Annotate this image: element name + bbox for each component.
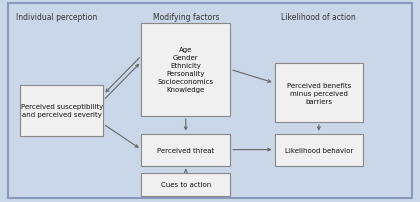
Text: Perceived benefits
minus perceived
barriers: Perceived benefits minus perceived barri… [287,82,351,104]
FancyBboxPatch shape [142,23,230,117]
Text: Likelihood of action: Likelihood of action [281,13,356,22]
Text: Perceived susceptibility
and perceived severity: Perceived susceptibility and perceived s… [21,104,103,118]
Text: Individual perception: Individual perception [16,13,97,22]
FancyBboxPatch shape [142,173,230,196]
Text: Cues to action: Cues to action [161,181,211,187]
Text: Age
Gender
Ethnicity
Personality
Socioeconomics
Knowledge: Age Gender Ethnicity Personality Socioec… [158,47,214,93]
Text: Perceived threat: Perceived threat [157,147,215,153]
FancyBboxPatch shape [21,85,103,136]
FancyBboxPatch shape [275,64,363,122]
Text: Modifying factors: Modifying factors [152,13,219,22]
FancyBboxPatch shape [142,134,230,166]
FancyBboxPatch shape [275,134,363,166]
Text: Likelihood behavior: Likelihood behavior [285,147,353,153]
